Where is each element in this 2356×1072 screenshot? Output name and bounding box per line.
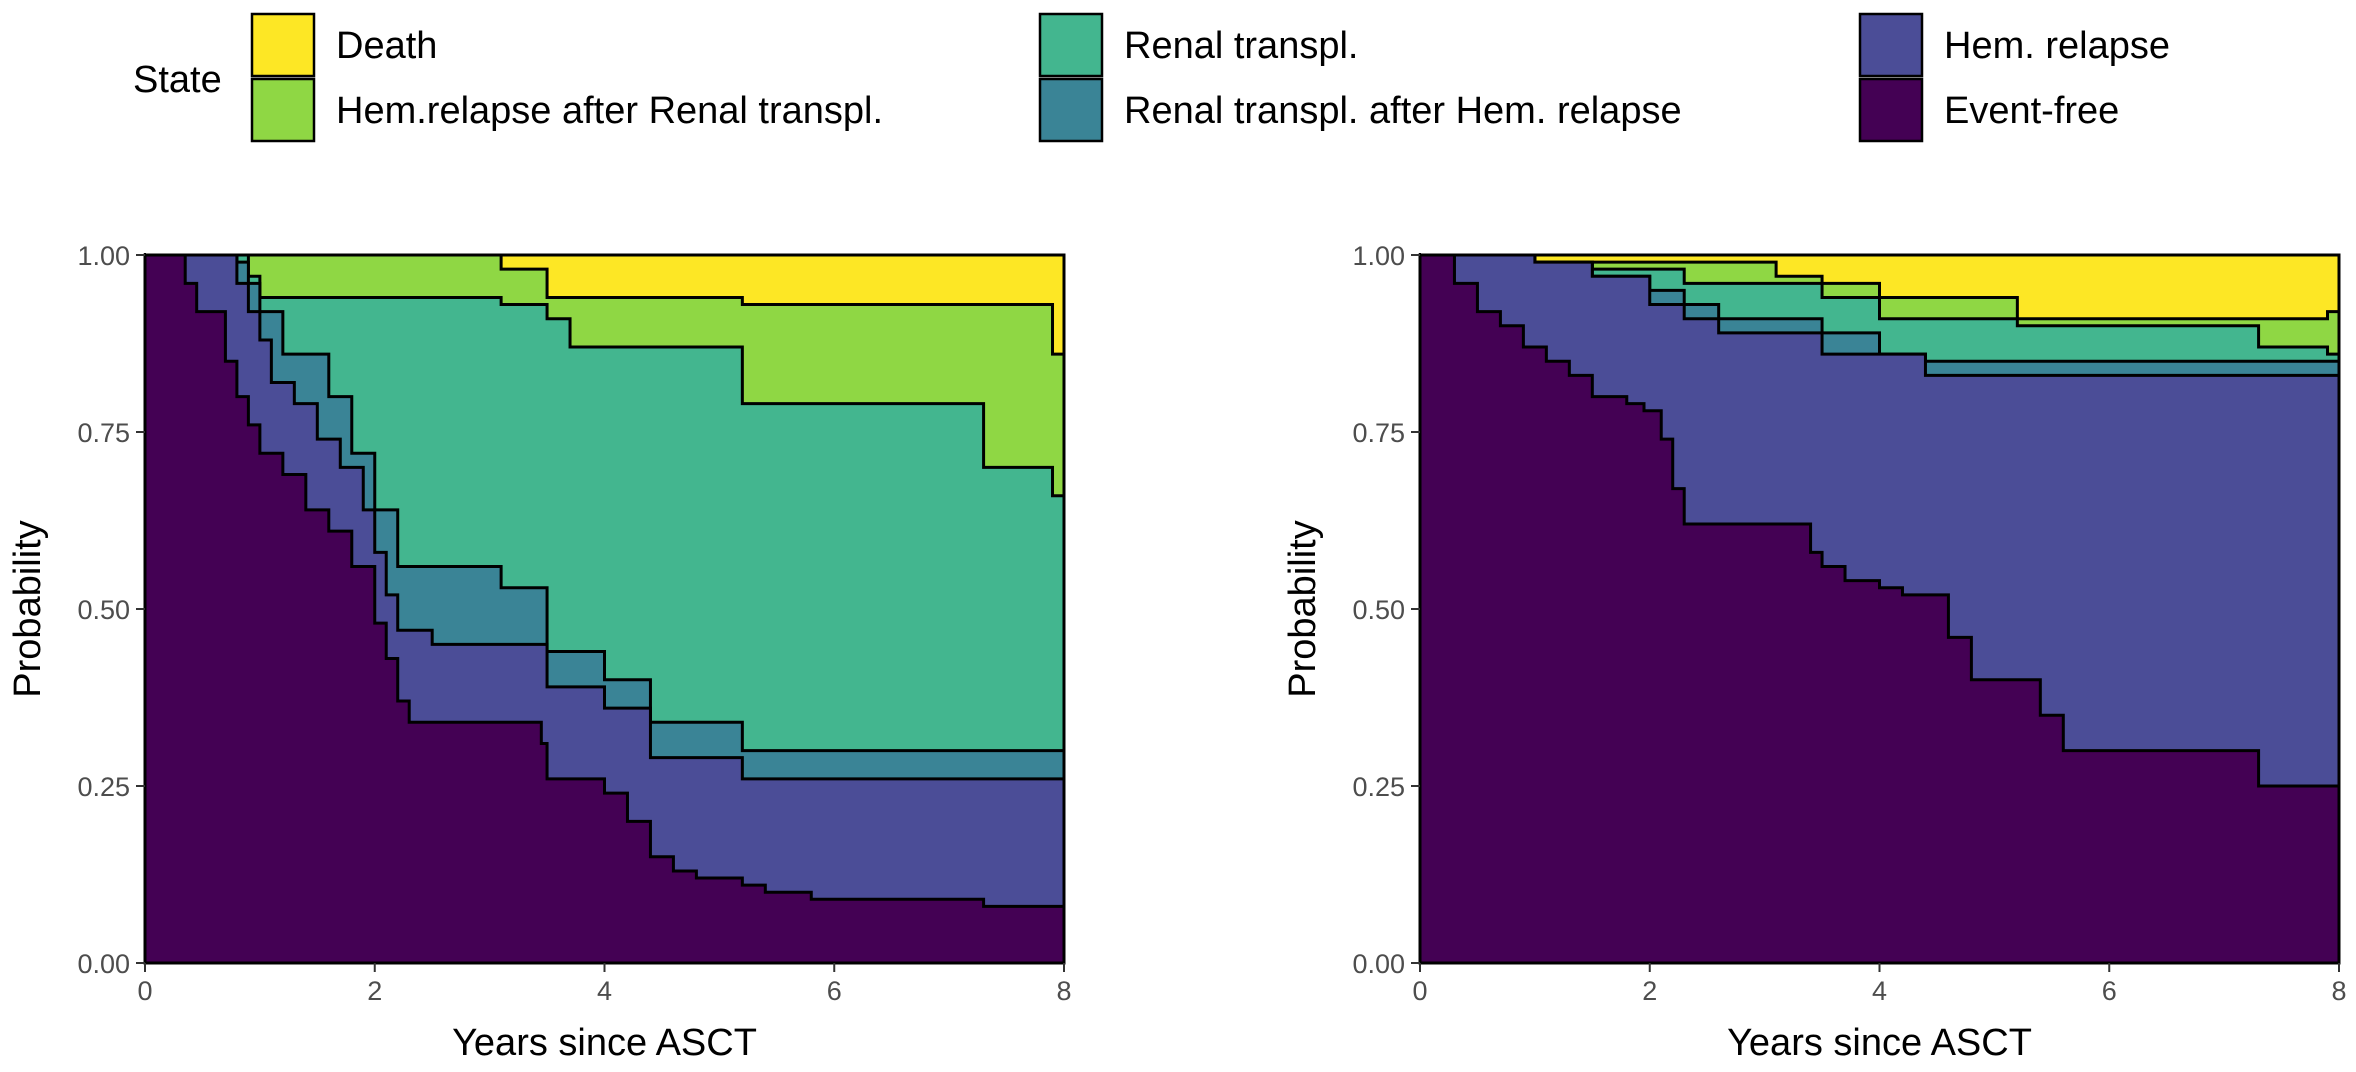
- y-axis-title: Probability: [7, 520, 49, 697]
- area-event-free: [1418, 253, 2341, 965]
- legend-key-hem-relapse-after-renal-transpl: [250, 77, 316, 143]
- legend-entry-renal-transpl-after-hem-relapse: Renal transpl. after Hem. relapse: [1038, 77, 1682, 143]
- legend-label-event-free: Event-free: [1944, 90, 2119, 132]
- legend-entry-hem-relapse: Hem. relapse: [1858, 12, 2170, 78]
- y-tick-label: 0.00: [77, 949, 130, 979]
- legend-key-hem-relapse: [1858, 12, 1924, 78]
- y-tick-label: 0.50: [77, 595, 130, 625]
- legend-entry-event-free: Event-free: [1858, 77, 2119, 143]
- legend-label-renal-transpl: Renal transpl.: [1124, 25, 1358, 67]
- x-tick-label: 8: [2331, 976, 2346, 1006]
- y-tick-label: 0.50: [1352, 595, 1405, 625]
- area-event-free: [143, 253, 1066, 965]
- y-tick-label: 0.00: [1352, 949, 1405, 979]
- y-tick-label: 1.00: [77, 241, 130, 271]
- legend-entry-renal-transpl: Renal transpl.: [1038, 12, 1358, 78]
- legend-label-renal-transpl-after-hem-relapse: Renal transpl. after Hem. relapse: [1124, 90, 1682, 132]
- plot-left: 0 2 4 6 8 0.00 0.25 0.50 0.75 1.00 Years since ASC…: [7, 241, 1072, 1064]
- x-tick-label: 6: [2102, 976, 2117, 1006]
- y-tick-label: 1.00: [1352, 241, 1405, 271]
- legend-key-renal-transpl-after-hem-relapse: [1038, 77, 1104, 143]
- legend-entry-hem-relapse-after-renal-transpl: Hem.relapse after Renal transpl.: [250, 77, 883, 143]
- legend-entry-death: Death: [250, 12, 437, 78]
- legend-entries: Death Hem.relapse after Renal transpl. Ren…: [250, 12, 2170, 143]
- x-tick-label: 0: [137, 976, 152, 1006]
- x-tick-label: 4: [597, 976, 612, 1006]
- legend-key-death: [250, 12, 316, 78]
- legend-key-renal-transpl: [1038, 12, 1104, 78]
- x-tick-label: 8: [1056, 976, 1071, 1006]
- y-tick-label: 0.25: [77, 772, 130, 802]
- x-axis-title: Years since ASCT: [452, 1022, 757, 1064]
- x-axis-title: Years since ASCT: [1727, 1022, 2032, 1064]
- y-axis-title: Probability: [1282, 520, 1324, 697]
- x-tick-label: 0: [1412, 976, 1427, 1006]
- legend-label-hem-relapse-after-renal-transpl: Hem.relapse after Renal transpl.: [336, 90, 883, 132]
- legend-label-death: Death: [336, 25, 437, 67]
- legend-label-hem-relapse: Hem. relapse: [1944, 25, 2170, 67]
- x-tick-label: 4: [1872, 976, 1887, 1006]
- x-tick-label: 6: [827, 976, 842, 1006]
- x-tick-label: 2: [1642, 976, 1657, 1006]
- legend-key-event-free: [1858, 77, 1924, 143]
- y-tick-label: 0.75: [1352, 418, 1405, 448]
- legend: State Death Hem.relapse after Renal trans…: [133, 12, 2170, 143]
- legend-title: State: [133, 59, 222, 101]
- plot-right: 0 2 4 6 8 0.00 0.25 0.50 0.75 1.00 Years since ASC…: [1282, 241, 2347, 1064]
- y-tick-label: 0.75: [77, 418, 130, 448]
- y-tick-label: 0.25: [1352, 772, 1405, 802]
- x-tick-label: 2: [367, 976, 382, 1006]
